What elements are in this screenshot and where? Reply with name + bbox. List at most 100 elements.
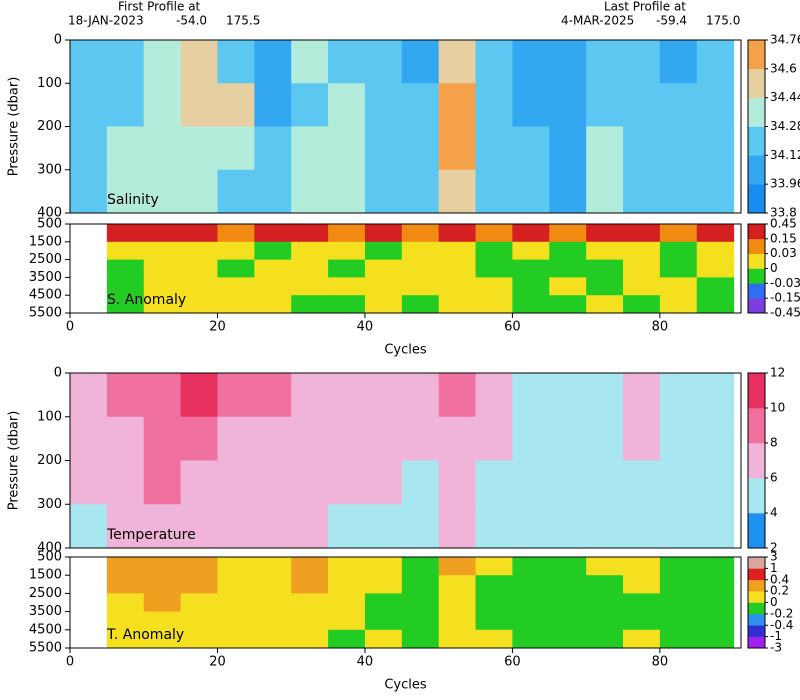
heat-cell xyxy=(438,629,477,649)
first-profile-lat: -54.0 xyxy=(176,14,207,28)
heat-cell xyxy=(106,629,145,649)
y-tick-label: 200 xyxy=(37,119,62,134)
heat-cell xyxy=(180,83,218,127)
x-tick-label: 80 xyxy=(652,320,669,335)
heat-cell xyxy=(623,629,661,649)
heat-cell xyxy=(70,83,108,127)
colorbar-label: 0.4 xyxy=(770,572,789,586)
heat-cell xyxy=(291,629,329,649)
heat-cell xyxy=(328,629,366,649)
heat-cell xyxy=(401,277,440,296)
heat-cell xyxy=(549,83,587,127)
y-tick-label: 0 xyxy=(54,366,62,381)
heat-cell xyxy=(143,629,182,649)
heat-cell xyxy=(254,416,292,461)
heat-cell xyxy=(217,593,255,613)
y-tick-label: 300 xyxy=(37,162,62,177)
heat-cell xyxy=(401,126,440,171)
heat-cell xyxy=(549,557,587,576)
x-tick-label: 0 xyxy=(66,320,74,335)
y-tick-label: 400 xyxy=(37,541,62,556)
heat-cell xyxy=(623,169,661,214)
heat-cell xyxy=(512,295,550,314)
colorbar-label: 2 xyxy=(770,541,778,555)
heat-cell xyxy=(549,504,587,549)
heat-cell xyxy=(586,611,624,631)
heat-cell xyxy=(143,126,182,171)
heat-cell xyxy=(696,416,735,461)
colorbar-label: -0.45 xyxy=(770,306,800,320)
plot-frame xyxy=(69,223,742,314)
heat-cell xyxy=(364,277,403,296)
heat-cell xyxy=(549,611,587,631)
heat-cell xyxy=(696,126,735,171)
heat-cell xyxy=(106,557,145,576)
x-tick-label: 40 xyxy=(357,320,374,335)
heat-cell xyxy=(364,259,403,278)
heat-cell xyxy=(696,224,735,243)
heat-cell xyxy=(512,241,550,261)
heat-cell xyxy=(475,295,513,314)
colorbar-band xyxy=(748,613,765,626)
heat-cell xyxy=(438,169,477,214)
colorbar-label: 34.6 xyxy=(770,61,797,75)
colorbar-band xyxy=(748,238,765,254)
y-tick-label: 1500 xyxy=(29,568,62,583)
heat-cell xyxy=(549,295,587,314)
heat-cell xyxy=(291,373,329,418)
heat-cell xyxy=(549,416,587,461)
heat-cell xyxy=(328,593,366,613)
heat-cell xyxy=(143,224,182,243)
heat-cell xyxy=(623,277,661,296)
heat-cell xyxy=(106,416,145,461)
heat-cell xyxy=(623,611,661,631)
colorbar-band xyxy=(748,268,765,284)
y-tick-label: 2500 xyxy=(29,252,62,267)
heat-cell xyxy=(143,460,182,505)
heat-cell xyxy=(217,277,255,296)
heat-cell xyxy=(328,259,366,278)
heat-cell xyxy=(696,40,735,84)
heat-cell xyxy=(623,40,661,84)
heat-cell xyxy=(696,83,735,127)
heat-cell xyxy=(291,575,329,594)
colorbar-label: 34.44 xyxy=(770,90,800,104)
y-tick-label: 5500 xyxy=(29,306,62,321)
heat-cell xyxy=(512,259,550,278)
heat-cell xyxy=(217,40,255,84)
heat-cell xyxy=(180,126,218,171)
heat-cell xyxy=(586,259,624,278)
heat-cell xyxy=(254,575,292,594)
heat-cell xyxy=(254,224,292,243)
heat-cell xyxy=(549,593,587,613)
heat-cell xyxy=(70,416,108,461)
heat-cell xyxy=(549,126,587,171)
heat-cell xyxy=(180,504,218,549)
heat-cell xyxy=(180,295,218,314)
heat-cell xyxy=(586,126,624,171)
heat-cell xyxy=(401,373,440,418)
heat-cell xyxy=(659,126,698,171)
heat-cell xyxy=(659,629,698,649)
heat-cell xyxy=(180,224,218,243)
heat-cell xyxy=(586,169,624,214)
heat-cell xyxy=(106,241,145,261)
heat-cell xyxy=(328,224,366,243)
last-profile-lat: -59.4 xyxy=(656,14,687,28)
heat-cell xyxy=(180,460,218,505)
heat-cell xyxy=(659,277,698,296)
colorbar-band xyxy=(748,557,765,569)
colorbar-band xyxy=(748,602,765,615)
y-axis-label: Pressure (dbar) xyxy=(7,411,22,511)
heat-cell xyxy=(659,169,698,214)
x-axis-label: Cycles xyxy=(384,343,427,358)
panel-label: T. Anomaly xyxy=(106,627,184,643)
heat-cell xyxy=(217,241,255,261)
heat-cell xyxy=(70,460,108,505)
colorbar-label: 1 xyxy=(770,561,778,575)
heat-cell xyxy=(364,460,403,505)
heat-cell xyxy=(475,277,513,296)
heat-cell xyxy=(143,259,182,278)
x-tick-label: 20 xyxy=(209,320,226,335)
heat-cell xyxy=(254,295,292,314)
